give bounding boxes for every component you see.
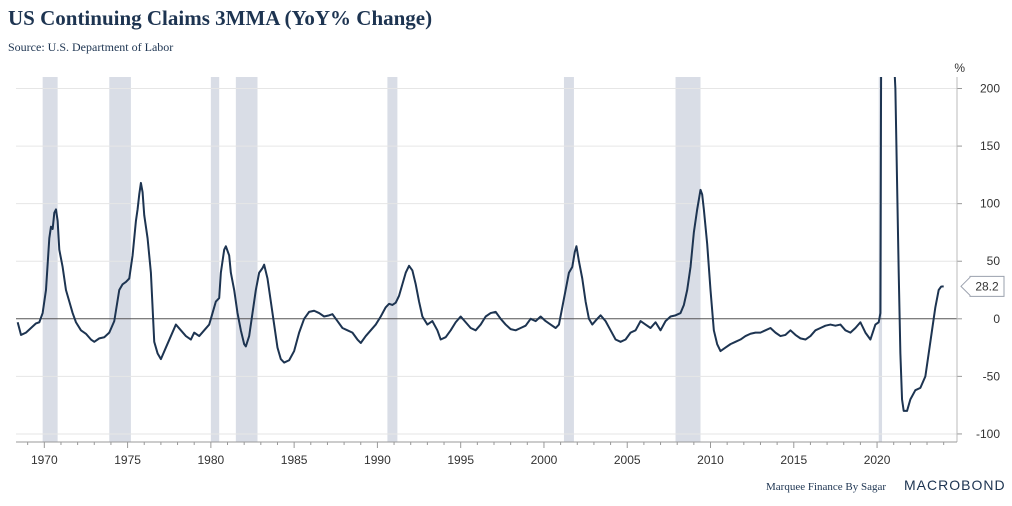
recession-bands (42, 77, 883, 442)
x-tick-label: 1990 (364, 453, 391, 467)
chart-subtitle: Source: U.S. Department of Labor (8, 40, 174, 54)
x-tick-label: 2020 (864, 453, 891, 467)
x-tick-label: 2010 (697, 453, 724, 467)
y-axis-label: % (954, 61, 965, 75)
x-tick-label: 2000 (531, 453, 558, 467)
recession-band (387, 77, 398, 442)
recession-band (109, 77, 131, 442)
y-tick-label: 200 (980, 82, 1000, 96)
labels: 200 150 100 50 0 -50 -100% 1970 1975 1980 1985 1990… (31, 61, 1005, 467)
x-tick-label: 1980 (198, 453, 225, 467)
series-line (16, 77, 944, 412)
footer-credit: Marquee Finance By Sagar (766, 481, 887, 493)
chart-title: US Continuing Claims 3MMA (YoY% Change) (8, 6, 433, 30)
y-tick-label: -100 (976, 427, 1000, 441)
recession-band (235, 77, 258, 442)
recession-band (210, 77, 220, 442)
y-tick-label: 50 (987, 254, 1001, 268)
brand-text-3: BOND (961, 477, 1006, 493)
y-tick-label: 150 (980, 139, 1000, 153)
recession-band (42, 77, 58, 442)
brand-logo: MACROBOND (904, 477, 1006, 493)
recession-band (563, 77, 574, 442)
x-tick-label: 1975 (114, 453, 141, 467)
y-tick-label: 100 (980, 197, 1000, 211)
y-tick-label: -50 (983, 369, 1001, 383)
brand-text-1: MACR (904, 477, 950, 493)
brand-text-2: O (949, 477, 962, 493)
y-tick-label: 0 (993, 312, 1000, 326)
x-tick-label: 1985 (281, 453, 308, 467)
x-tick-label: 2015 (780, 453, 807, 467)
x-tick-label: 2005 (614, 453, 641, 467)
series (16, 77, 944, 412)
gridlines (16, 88, 957, 435)
recession-band (675, 77, 701, 442)
last-value-label: 28.2 (975, 279, 999, 293)
axes (16, 77, 962, 448)
x-tick-label: 1970 (31, 453, 58, 467)
x-tick-label: 1995 (447, 453, 474, 467)
last-value-callout (960, 275, 1005, 297)
